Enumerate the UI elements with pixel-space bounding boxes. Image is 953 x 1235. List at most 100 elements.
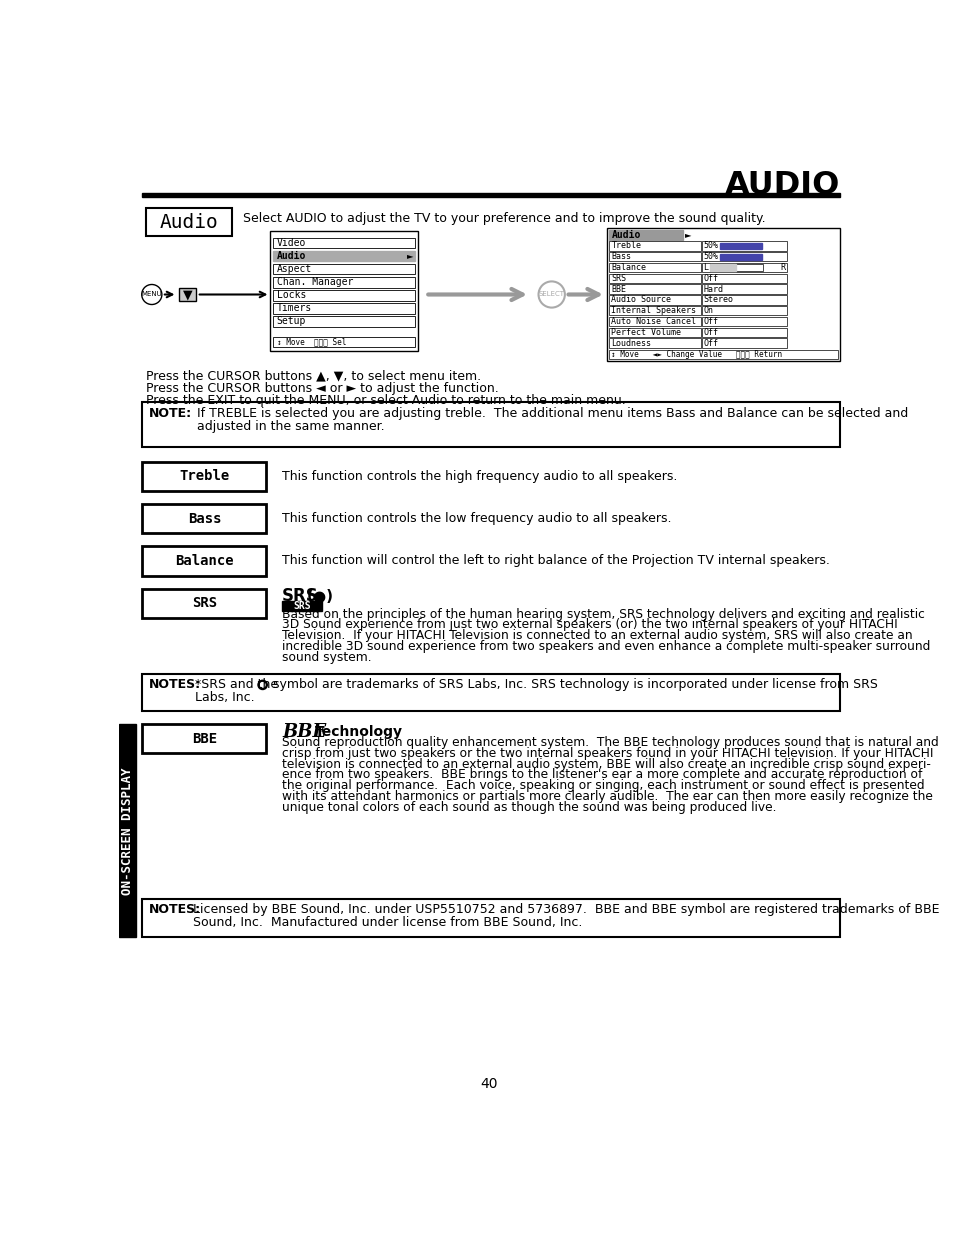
Bar — [142, 504, 266, 534]
Text: NOTES:: NOTES: — [149, 903, 201, 916]
Text: SELECT: SELECT — [538, 291, 564, 298]
Text: Audio Source: Audio Source — [611, 295, 671, 304]
Text: ►: ► — [406, 252, 413, 261]
Text: Stereo: Stereo — [703, 295, 733, 304]
Text: Licensed by BBE Sound, Inc. under USP5510752 and 5736897.  BBE and BBE symbol ar: Licensed by BBE Sound, Inc. under USP551… — [193, 903, 939, 916]
Text: Select AUDIO to adjust the TV to your preference and to improve the sound qualit: Select AUDIO to adjust the TV to your pr… — [243, 212, 765, 225]
Text: If TREBLE is selected you are adjusting treble.  The additional menu items Bass : If TREBLE is selected you are adjusting … — [196, 406, 907, 420]
Bar — [701, 263, 786, 272]
Text: (●): (●) — [307, 589, 334, 604]
Text: with its attendant harmonics or partials more clearly audible.  The ear can then: with its attendant harmonics or partials… — [282, 790, 932, 803]
Text: This function controls the high frequency audio to all speakers.: This function controls the high frequenc… — [282, 469, 677, 483]
Text: Sound, Inc.  Manufactured under license from BBE Sound, Inc.: Sound, Inc. Manufactured under license f… — [193, 915, 581, 929]
Bar — [274, 237, 415, 248]
Text: 3D Sound experience from just two external speakers (or) the two internal speake: 3D Sound experience from just two extern… — [282, 619, 897, 631]
Text: NOTES:: NOTES: — [149, 678, 201, 692]
Text: Off: Off — [703, 338, 718, 347]
Text: Bass: Bass — [611, 252, 631, 262]
Text: unique tonal colors of each sound as though the sound was being produced live.: unique tonal colors of each sound as tho… — [282, 800, 776, 814]
Bar — [119, 724, 136, 937]
Text: MENU: MENU — [141, 291, 162, 298]
Bar — [142, 403, 840, 447]
Bar — [709, 264, 736, 272]
Text: Off: Off — [703, 327, 718, 337]
Bar — [607, 228, 840, 361]
Text: television is connected to an external audio system, BBE will also create an inc: television is connected to an external a… — [282, 758, 930, 771]
Circle shape — [257, 680, 267, 689]
Text: Press the CURSOR buttons ◄ or ► to adjust the function.: Press the CURSOR buttons ◄ or ► to adjus… — [146, 382, 498, 394]
Bar — [701, 241, 786, 251]
Text: ▼: ▼ — [182, 288, 193, 301]
Bar — [701, 284, 786, 294]
Bar — [701, 306, 786, 315]
Text: 50%: 50% — [703, 252, 718, 262]
Text: BBE: BBE — [611, 284, 626, 294]
Text: the original performance.  Each voice, speaking or singing, each instrument or s: the original performance. Each voice, sp… — [282, 779, 923, 793]
Text: NOTE:: NOTE: — [149, 406, 192, 420]
Text: Balance: Balance — [611, 263, 646, 272]
Bar — [608, 306, 700, 315]
Text: Perfect Volume: Perfect Volume — [611, 327, 680, 337]
Bar — [274, 251, 415, 262]
Text: Timers: Timers — [276, 304, 312, 314]
Bar — [608, 327, 700, 337]
Bar — [142, 462, 266, 490]
Text: Aspect: Aspect — [276, 264, 312, 274]
Text: incredible 3D sound experience from two speakers and even enhance a complete mul: incredible 3D sound experience from two … — [282, 640, 929, 653]
Text: Labs, Inc.: Labs, Inc. — [195, 690, 254, 704]
Text: This function will control the left to right balance of the Projection TV intern: This function will control the left to r… — [282, 555, 829, 567]
Bar — [142, 589, 266, 618]
Circle shape — [260, 683, 265, 687]
Bar — [720, 243, 761, 249]
Text: Audio: Audio — [159, 212, 218, 232]
Text: ence from two speakers.  BBE brings to the listener's ear a more complete and ac: ence from two speakers. BBE brings to th… — [282, 768, 922, 782]
Bar — [274, 316, 415, 327]
Text: BBE: BBE — [192, 732, 217, 746]
Bar — [608, 338, 700, 347]
Text: *SRS and the: *SRS and the — [195, 678, 278, 692]
Text: ON-SCREEN DISPLAY: ON-SCREEN DISPLAY — [121, 767, 134, 894]
Text: sound system.: sound system. — [282, 651, 372, 663]
Bar — [142, 546, 266, 576]
Bar — [608, 263, 700, 272]
Text: Treble: Treble — [611, 242, 640, 251]
Text: Technology: Technology — [314, 725, 402, 739]
Bar — [608, 252, 700, 262]
Text: Internal Speakers: Internal Speakers — [611, 306, 696, 315]
Text: ↕ Move   ◄► Change Value   ⓈⓄⓉ Return: ↕ Move ◄► Change Value ⓈⓄⓉ Return — [611, 350, 781, 359]
Bar — [274, 303, 415, 314]
Text: 50%: 50% — [703, 242, 718, 251]
Bar — [701, 252, 786, 262]
Text: On: On — [703, 306, 713, 315]
Text: Auto Noise Cancel: Auto Noise Cancel — [611, 317, 696, 326]
Text: Press the EXIT to quit the MENU, or select Audio to return to the main menu.: Press the EXIT to quit the MENU, or sele… — [146, 394, 625, 406]
Text: SRS: SRS — [611, 274, 626, 283]
Bar — [608, 284, 700, 294]
Text: Off: Off — [703, 317, 718, 326]
Text: R: R — [780, 263, 785, 272]
Text: Audio: Audio — [611, 230, 640, 240]
Bar — [274, 264, 415, 274]
Bar — [142, 674, 840, 711]
Text: Balance: Balance — [175, 555, 233, 568]
Text: Bass: Bass — [188, 511, 221, 526]
Bar — [608, 241, 700, 251]
Bar — [701, 327, 786, 337]
Bar — [142, 193, 840, 198]
Text: L: L — [703, 263, 708, 272]
Bar — [701, 338, 786, 347]
Text: Loudness: Loudness — [611, 338, 651, 347]
Bar — [142, 724, 266, 753]
Text: ↕ Move  ⓈⓄⓉ Sel: ↕ Move ⓈⓄⓉ Sel — [276, 337, 346, 346]
Text: Press the CURSOR buttons ▲, ▼, to select menu item.: Press the CURSOR buttons ▲, ▼, to select… — [146, 369, 481, 382]
Bar — [282, 601, 322, 611]
Text: crisp from just two speakers or the two internal speakers found in your HITACHI : crisp from just two speakers or the two … — [282, 747, 933, 760]
Text: SRS: SRS — [192, 597, 217, 610]
Text: Based on the principles of the human hearing system, SRS technology delivers and: Based on the principles of the human hea… — [282, 608, 923, 620]
Text: Hard: Hard — [703, 284, 722, 294]
Text: Setup: Setup — [276, 316, 306, 326]
Bar — [274, 277, 415, 288]
Bar — [608, 295, 700, 305]
Bar — [701, 317, 786, 326]
Bar — [608, 350, 838, 359]
